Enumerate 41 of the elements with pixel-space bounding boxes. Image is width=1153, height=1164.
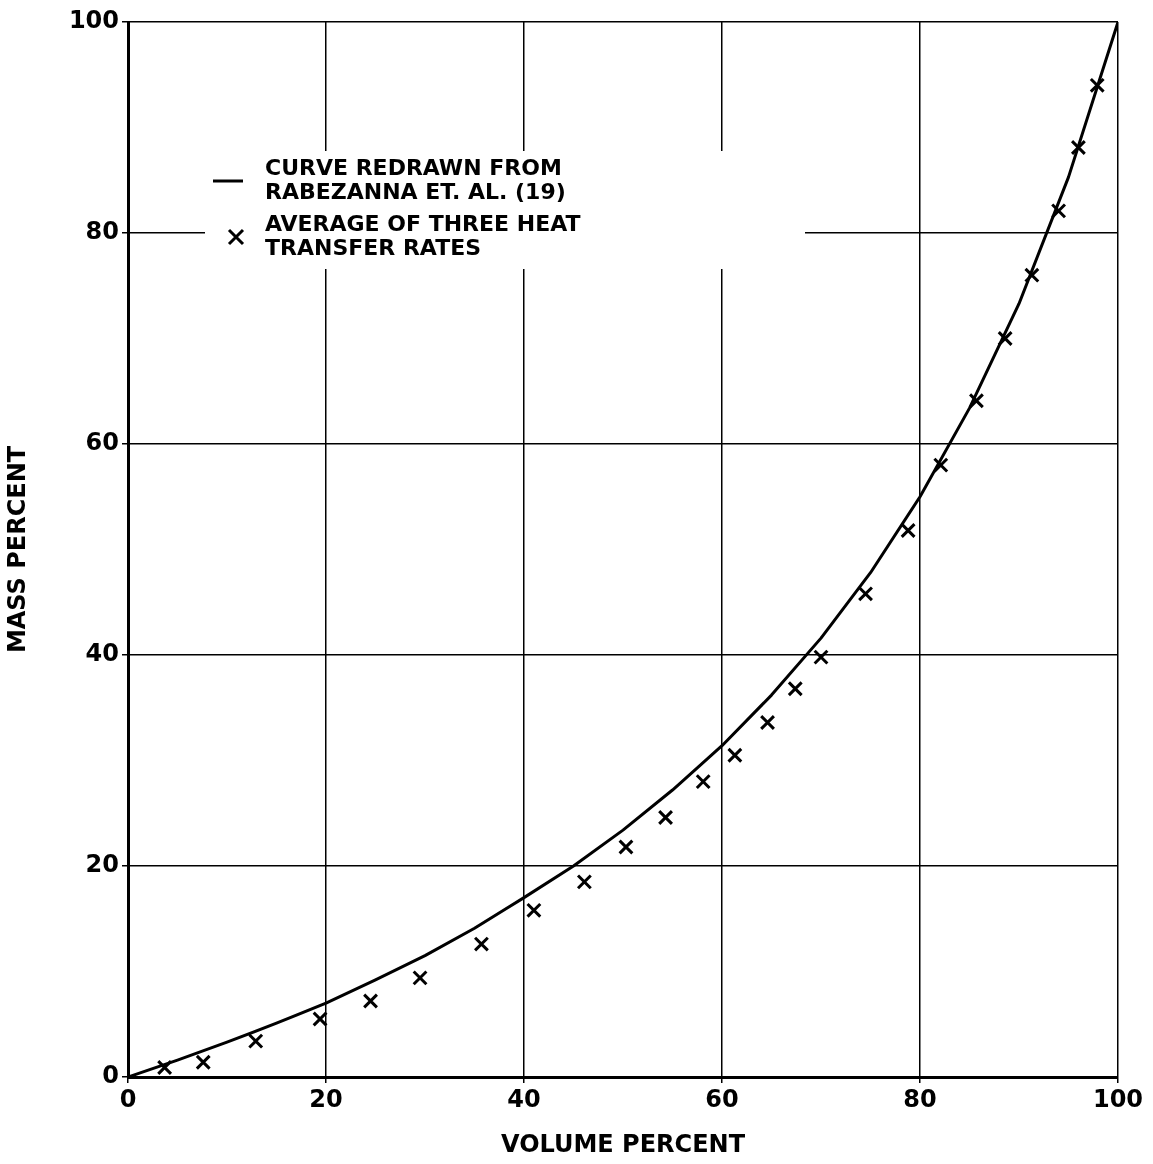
x-tick-label: 80 (903, 1084, 937, 1113)
point (618, 839, 634, 855)
point (900, 522, 916, 539)
x-axis-title: VOLUME PERCENT (500, 1129, 746, 1158)
point (412, 969, 428, 986)
x-tick-label: 20 (309, 1084, 343, 1113)
point (526, 902, 542, 919)
point (1070, 139, 1087, 156)
point (576, 873, 593, 890)
point (1024, 267, 1040, 284)
point (857, 585, 874, 602)
x-tick-label: 40 (507, 1084, 541, 1113)
point (362, 993, 379, 1009)
x-tick-label: 0 (119, 1084, 137, 1113)
point (968, 392, 985, 409)
point (657, 809, 674, 826)
point (1050, 202, 1067, 219)
y-axis-title: MASS PERCENT (2, 445, 31, 654)
point (727, 747, 743, 764)
point (473, 936, 490, 952)
point (787, 680, 804, 697)
point (759, 714, 776, 731)
point (1089, 77, 1106, 94)
y-tick-label: 40 (85, 639, 119, 668)
point (932, 457, 949, 473)
point (195, 1054, 212, 1071)
y-tick-label: 0 (102, 1061, 119, 1090)
point (156, 1059, 173, 1076)
y-tick-label: 80 (85, 217, 119, 246)
point (312, 1011, 328, 1027)
point (997, 330, 1013, 347)
x-tick-label: 100 (1092, 1084, 1144, 1113)
legend-label: AVERAGE OF THREE HEAT TRANSFER RATES (265, 210, 581, 260)
y-tick-label: 20 (85, 850, 119, 879)
y-tick-label: 60 (85, 428, 119, 457)
y-tick-label: 100 (68, 6, 119, 35)
x-tick-label: 60 (705, 1084, 739, 1113)
point (247, 1033, 264, 1049)
point (813, 649, 829, 665)
legend-label: CURVE REDRAWN FROM RABEZANNA ET. AL. (19) (265, 154, 566, 204)
point (695, 773, 712, 790)
